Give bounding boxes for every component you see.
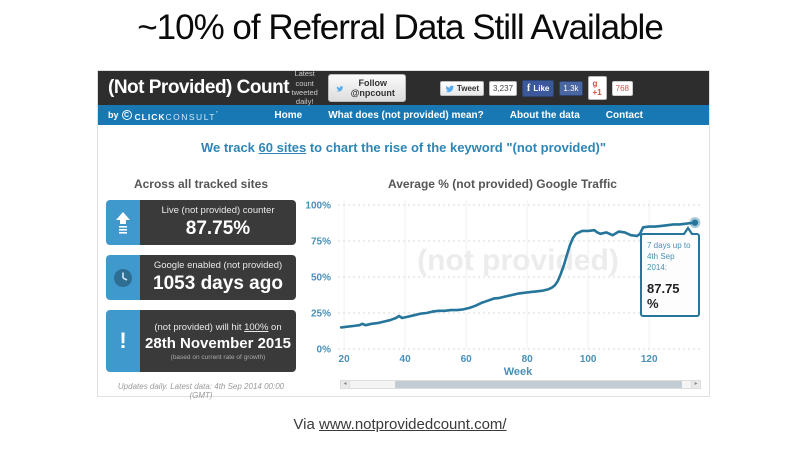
tweet-note-line1: Latest count — [294, 69, 315, 88]
nav-item-what-does-not-provided-mean[interactable]: What does (not provided) mean? — [328, 109, 484, 121]
tagline-sites-link[interactable]: 60 sites — [258, 140, 307, 155]
x-tick-label: 40 — [400, 354, 412, 365]
stat-value: 28th November 2015 — [145, 334, 291, 352]
stat-box-forecast: ! (not provided) will hit 100% on 28th N… — [106, 310, 296, 372]
site-link[interactable]: www.notprovidedcount.com/ — [318, 416, 507, 433]
tweet-button-label: Tweet — [456, 83, 479, 93]
tagline-post: to chart the rise of the keyword "(not p… — [306, 140, 607, 155]
y-tick-label: 75% — [311, 237, 331, 248]
y-tick-label: 100% — [305, 201, 331, 212]
nav-item-home[interactable]: Home — [274, 109, 303, 121]
nav-item-about-the-data[interactable]: About the data — [509, 109, 580, 121]
x-tick-label: 20 — [339, 354, 351, 365]
chart-title: Average % (not provided) Google Traffic — [388, 177, 617, 191]
stat-body: Live (not provided) counter 87.75% — [140, 200, 296, 245]
stat-value: 87.75% — [185, 218, 251, 239]
website-screenshot: (Not Provided) Count Latest count tweete… — [97, 69, 710, 400]
exclamation-icon: ! — [106, 310, 140, 372]
chart-panel: Average % (not provided) Google Traffic … — [298, 177, 707, 389]
y-tick-label: 25% — [311, 309, 331, 320]
site-logo: (Not Provided) Count — [108, 77, 290, 98]
forecast-label-pre: (not provided) will hit — [154, 321, 245, 333]
stat-box-live-counter: Live (not provided) counter 87.75% — [106, 200, 296, 245]
tweet-button[interactable]: Tweet — [439, 80, 484, 96]
nav-links: Home What does (not provided) mean? Abou… — [274, 110, 643, 121]
updates-note: Updates daily. Latest data: 4th Sep 2014… — [117, 382, 285, 400]
counter-arrow-icon — [106, 200, 140, 245]
panel-heading: Across all tracked sites — [133, 177, 269, 191]
byline: by C CLICKCONSULT’ — [108, 109, 218, 122]
chart-watermark: (not provided) — [417, 244, 619, 277]
forecast-100-link[interactable]: 100% — [244, 321, 269, 333]
x-tick-label: 100 — [580, 354, 597, 365]
scroll-right-arrow[interactable]: ▸ — [691, 381, 700, 388]
like-button-label: Like — [533, 83, 550, 93]
stat-label: (not provided) will hit 100% on — [154, 322, 281, 333]
via-text: Via — [293, 416, 319, 433]
attribution: Via www.notprovidedcount.com/ — [0, 416, 800, 433]
traffic-chart: 0% 25% 50% 75% 100% (not provided) 20 40 60 80 100… — [305, 200, 703, 377]
x-tick-label: 120 — [641, 354, 658, 365]
tagline-pre: We track — [200, 140, 259, 155]
gplus-button[interactable]: g +1 — [587, 76, 607, 100]
slide-title: ~10% of Referral Data Still Available — [137, 8, 664, 47]
chart-scrollbar[interactable]: ◂ ▸ — [340, 380, 701, 389]
like-button[interactable]: f Like — [522, 79, 555, 97]
tweet-note-line2: tweeted daily! — [291, 88, 318, 107]
x-tick-label: 80 — [522, 354, 534, 365]
follow-button-label: Follow @npcount — [350, 78, 395, 98]
clickconsult-logo-icon: C — [121, 110, 132, 120]
stat-label: Live (not provided) counter — [161, 205, 275, 216]
tagline: We track 60 sites to chart the rise of t… — [98, 140, 709, 155]
stat-label: Google enabled (not provided) — [153, 260, 283, 271]
tooltip-date-line1: 7 days up to — [647, 241, 691, 250]
gplus-icon: g +1 — [592, 79, 602, 97]
nav-item-contact[interactable]: Contact — [605, 109, 643, 121]
brand-mark: ’ — [216, 108, 218, 118]
follow-button[interactable]: Follow @npcount — [328, 74, 406, 102]
left-panel: Across all tracked sites Live (not provi… — [106, 177, 296, 400]
y-tick-label: 0% — [317, 345, 332, 356]
end-point-dot — [691, 219, 699, 226]
tooltip-value: 87.75 % — [647, 280, 680, 311]
gplus-count: 768 — [611, 80, 633, 96]
site-content: We track 60 sites to chart the rise of t… — [98, 125, 709, 400]
brand-strong: CLICK — [134, 111, 166, 122]
facebook-icon: f — [527, 82, 531, 94]
brand-light: CONSULT — [165, 111, 216, 122]
stat-box-google-enabled: Google enabled (not provided) 1053 days … — [106, 255, 296, 300]
scroll-left-arrow[interactable]: ◂ — [341, 381, 350, 388]
social-buttons: Tweet 3,237 f Like 1.3k g +1 768 — [439, 76, 633, 100]
byline-by: by — [108, 110, 119, 120]
site-nav: by C CLICKCONSULT’ Home What does (not p… — [98, 105, 709, 125]
clock-icon — [106, 255, 140, 300]
stat-value: 1053 days ago — [153, 273, 283, 294]
y-tick-label: 50% — [311, 273, 331, 284]
forecast-label-post: on — [268, 321, 282, 333]
site-header: (Not Provided) Count Latest count tweete… — [98, 69, 709, 107]
tweet-count: 3,237 — [489, 80, 518, 96]
tooltip-date-line2: 4th Sep 2014: — [647, 252, 675, 273]
chart-tooltip: 7 days up to 4th Sep 2014: 87.75 % — [640, 226, 700, 317]
stat-body: (not provided) will hit 100% on 28th Nov… — [140, 310, 296, 372]
x-tick-label: 60 — [461, 354, 473, 365]
traffic-line — [339, 221, 697, 329]
stat-body: Google enabled (not provided) 1053 days … — [140, 255, 296, 300]
like-count: 1.3k — [559, 80, 583, 96]
twitter-bird-icon — [336, 85, 344, 92]
forecast-note: (based on current rate of growth) — [170, 353, 266, 361]
x-axis-label: Week — [504, 366, 533, 377]
twitter-bird-icon — [445, 85, 454, 92]
tweet-note: Latest count tweeted daily! — [289, 69, 320, 107]
scroll-thumb[interactable] — [394, 381, 683, 388]
